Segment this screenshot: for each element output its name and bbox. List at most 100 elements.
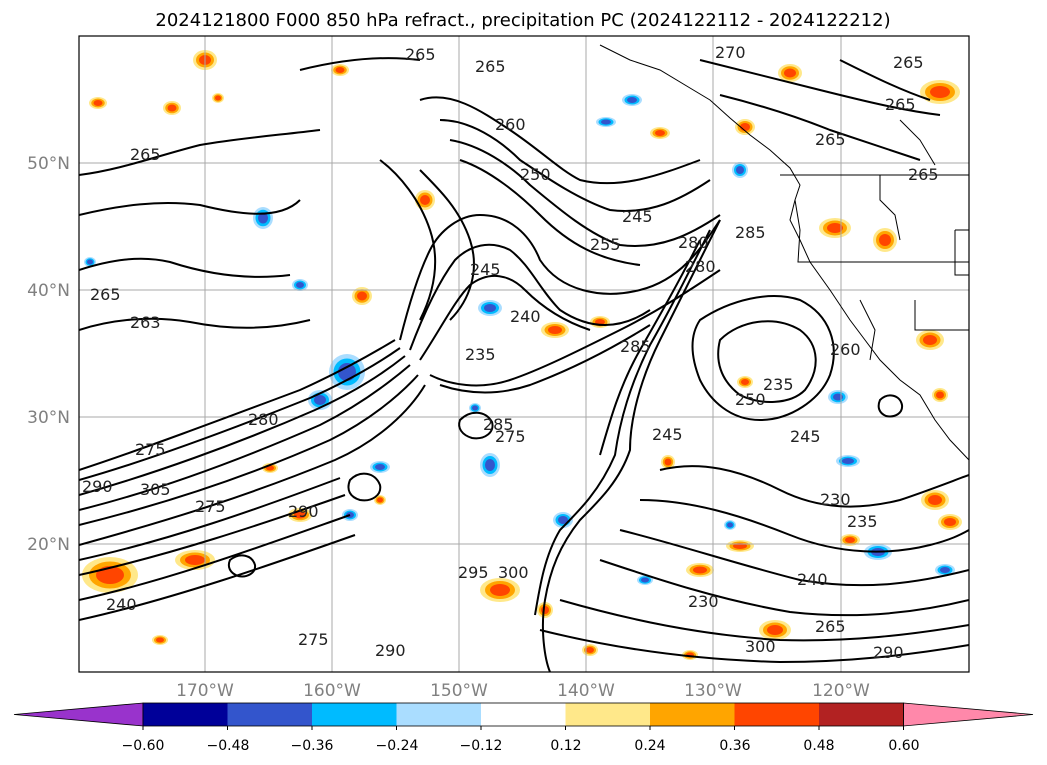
positive-precip-patch bbox=[548, 326, 562, 334]
negative-precip-patch bbox=[375, 464, 385, 470]
lon-label: 160°W bbox=[303, 681, 361, 701]
lat-label: 40°N bbox=[27, 281, 70, 301]
contour-label: 260 bbox=[830, 340, 861, 359]
positive-precip-patch bbox=[930, 86, 950, 98]
contour-label: 285 bbox=[483, 415, 514, 434]
lat-label: 30°N bbox=[27, 408, 70, 428]
negative-precip-patch bbox=[338, 363, 356, 381]
negative-precip-patch bbox=[558, 516, 568, 524]
positive-precip-patch bbox=[664, 458, 672, 466]
lon-label: 150°W bbox=[430, 681, 488, 701]
positive-precip-patch bbox=[377, 497, 383, 503]
positive-precip-patch bbox=[784, 68, 796, 78]
colorbar-segment bbox=[565, 703, 651, 726]
negative-precip-patch bbox=[641, 577, 649, 583]
colorbar-segment bbox=[481, 703, 566, 726]
contour-label: 235 bbox=[465, 345, 496, 364]
positive-precip-patch bbox=[741, 379, 749, 385]
colorbar-tick-label: −0.36 bbox=[291, 738, 334, 754]
contour-label: 260 bbox=[495, 115, 526, 134]
negative-precip-patch bbox=[87, 259, 93, 265]
positive-precip-patch bbox=[923, 335, 937, 345]
contour-label: 285 bbox=[735, 223, 766, 242]
contour-label: 265 bbox=[405, 45, 436, 64]
latitude-labels: 50°N 40°N 30°N 20°N bbox=[27, 154, 70, 555]
colorbar bbox=[13, 702, 1034, 730]
contour-label: 290 bbox=[375, 641, 406, 660]
contour-label: 245 bbox=[622, 207, 653, 226]
contour-label: 245 bbox=[790, 427, 821, 446]
negative-precip-patch bbox=[485, 459, 495, 471]
contour-label: 270 bbox=[715, 43, 746, 62]
contour-label: 265 bbox=[815, 617, 846, 636]
refractivity-contours bbox=[79, 57, 969, 672]
positive-precip-patch bbox=[541, 606, 549, 614]
colorbar-tick-label: 0.36 bbox=[719, 738, 750, 754]
contour-label: 240 bbox=[797, 570, 828, 589]
contour-label: 255 bbox=[590, 235, 621, 254]
contour-label: 275 bbox=[195, 497, 226, 516]
positive-precip-patch bbox=[740, 123, 750, 131]
colorbar-segment bbox=[227, 703, 313, 726]
lon-label: 120°W bbox=[812, 681, 870, 701]
map-frame bbox=[78, 35, 970, 673]
colorbar-segment bbox=[734, 703, 820, 726]
positive-precip-patch bbox=[928, 495, 942, 505]
positive-precip-patch bbox=[586, 647, 594, 653]
contour-label: 265 bbox=[130, 145, 161, 164]
positive-precip-patch bbox=[845, 537, 855, 543]
contour-label: 240 bbox=[106, 595, 137, 614]
colorbar-tick-label: −0.48 bbox=[207, 738, 250, 754]
positive-precip-patch bbox=[420, 195, 430, 205]
colorbar-tick-label: 0.48 bbox=[803, 738, 834, 754]
map-panel: 265 265 270 265 265 265 265 265 260 250 … bbox=[78, 35, 970, 673]
coastline bbox=[599, 44, 969, 461]
contour-label: 265 bbox=[90, 285, 121, 304]
negative-precip-patch bbox=[940, 567, 950, 573]
positive-precip-patch bbox=[357, 291, 367, 301]
positive-precip-patch bbox=[944, 518, 956, 526]
contour-label: 235 bbox=[847, 512, 878, 531]
colorbar-tick-label: −0.12 bbox=[460, 738, 503, 754]
contour-label: 263 bbox=[130, 313, 161, 332]
negative-precip-patch bbox=[842, 458, 854, 464]
colorbar-extend-low bbox=[13, 702, 144, 727]
negative-precip-patch bbox=[314, 395, 326, 405]
contour-label: 290 bbox=[873, 643, 904, 662]
contour-label: 280 bbox=[248, 410, 279, 429]
positive-precip-patch bbox=[156, 637, 164, 643]
contour-label: 250 bbox=[735, 390, 766, 409]
negative-precip-patch bbox=[296, 282, 304, 288]
colorbar-tick-label: −0.60 bbox=[122, 738, 165, 754]
colorbar-frame bbox=[142, 702, 904, 727]
contour-label: 230 bbox=[688, 592, 719, 611]
negative-precip-patch bbox=[601, 119, 611, 125]
contour-label: 275 bbox=[135, 440, 166, 459]
positive-precip-patch bbox=[936, 391, 944, 399]
contour-label: 280 bbox=[678, 233, 709, 252]
lat-label: 20°N bbox=[27, 535, 70, 555]
contour-label: 250 bbox=[520, 165, 551, 184]
positive-precip-patch bbox=[879, 234, 891, 246]
positive-precip-patch bbox=[185, 555, 205, 565]
positive-precip-patch bbox=[93, 100, 103, 106]
positive-precip-patch bbox=[693, 566, 707, 574]
colorbar-segment bbox=[312, 703, 397, 726]
contour-label: 290 bbox=[82, 477, 113, 496]
positive-precip-patch bbox=[215, 95, 221, 101]
lon-label: 140°W bbox=[557, 681, 615, 701]
contour-label: 305 bbox=[140, 480, 171, 499]
positive-precip-patch bbox=[655, 130, 665, 136]
positive-precip-patch bbox=[335, 67, 345, 73]
positive-precip-patch bbox=[767, 625, 783, 635]
contour-label: 265 bbox=[815, 130, 846, 149]
map-background bbox=[79, 36, 969, 672]
colorbar-segment bbox=[143, 703, 228, 726]
colorbar-tick-label: −0.24 bbox=[376, 738, 419, 754]
contour-label: 245 bbox=[652, 425, 683, 444]
lon-label: 130°W bbox=[684, 681, 742, 701]
contour-label: 280 bbox=[685, 257, 716, 276]
colorbar-segment bbox=[819, 703, 904, 726]
contour-label: 275 bbox=[495, 427, 526, 446]
